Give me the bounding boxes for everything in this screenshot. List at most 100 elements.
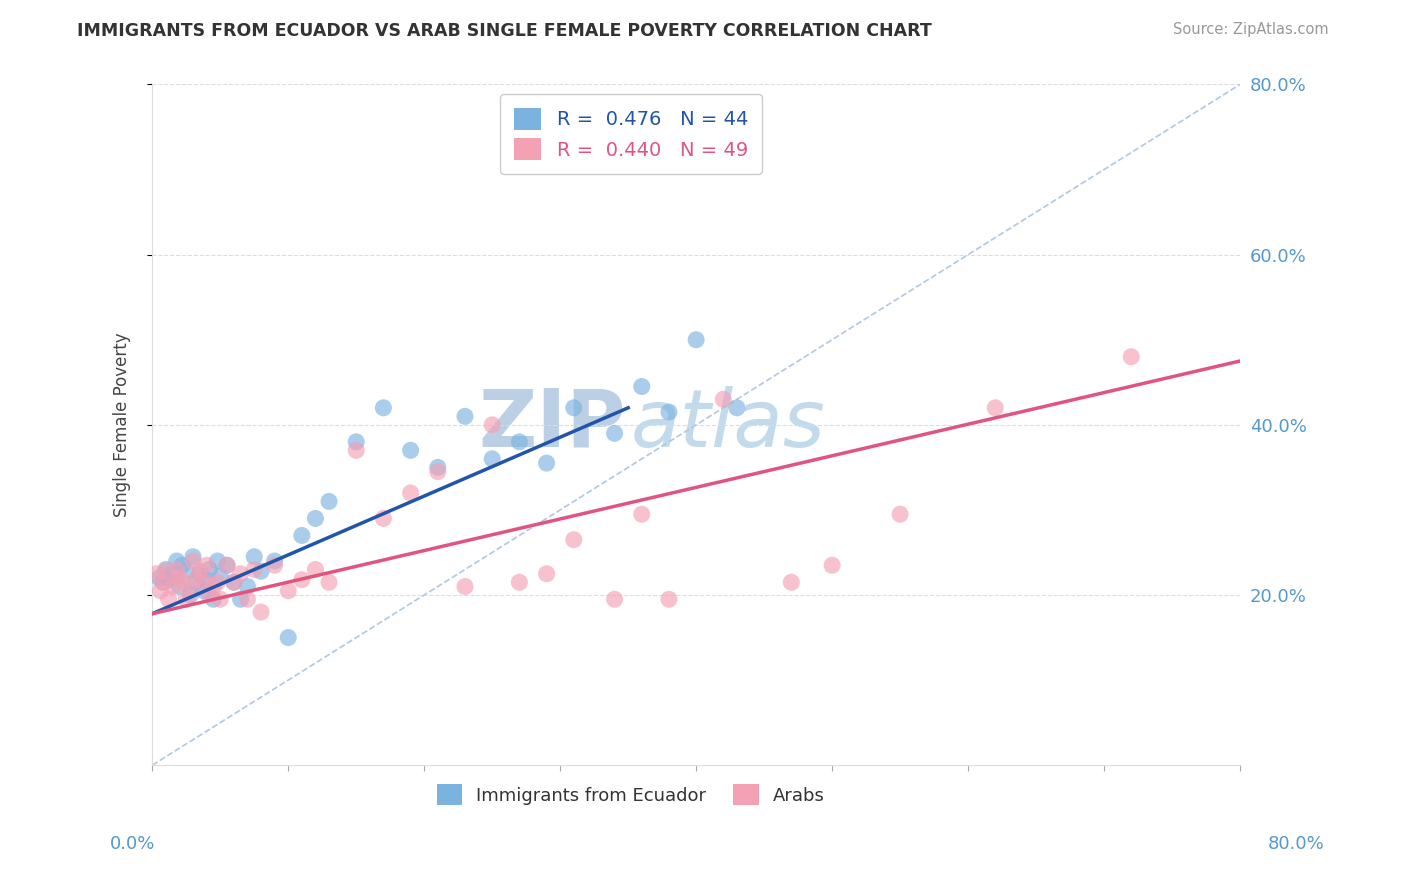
Point [426, 465, 449, 479]
Point [481, 417, 503, 432]
Point [149, 583, 172, 598]
Point [318, 575, 340, 590]
Point [184, 573, 207, 587]
Point [291, 573, 314, 587]
Point [481, 451, 503, 466]
Point [277, 583, 299, 598]
Point [145, 566, 167, 581]
Point [222, 575, 245, 590]
Point [318, 494, 340, 508]
Point [508, 575, 530, 590]
Point [536, 566, 558, 581]
Point [562, 533, 585, 547]
Point [195, 573, 218, 587]
Point [179, 588, 201, 602]
Point [603, 592, 626, 607]
Point [155, 564, 177, 578]
Point [291, 528, 314, 542]
Point [344, 443, 367, 458]
Point [166, 554, 188, 568]
Point [250, 564, 273, 578]
Point [172, 558, 194, 573]
Point [984, 401, 1007, 415]
Point [229, 566, 252, 581]
Point [157, 592, 180, 607]
Legend: Immigrants from Ecuador, Arabs: Immigrants from Ecuador, Arabs [427, 775, 834, 814]
Point [658, 592, 681, 607]
Point [399, 443, 422, 458]
Point [536, 456, 558, 470]
Point [304, 562, 326, 576]
Point [198, 588, 221, 602]
Point [344, 434, 367, 449]
Point [169, 580, 191, 594]
Point [184, 575, 207, 590]
Point [229, 592, 252, 607]
Point [889, 507, 911, 521]
Point [162, 566, 184, 581]
Text: ZIP: ZIP [478, 386, 626, 464]
Point [630, 507, 652, 521]
Point [508, 434, 530, 449]
Point [209, 569, 232, 583]
Point [562, 401, 585, 415]
Point [250, 605, 273, 619]
Point [711, 392, 734, 407]
Point [263, 558, 285, 573]
Point [174, 592, 197, 607]
Point [179, 583, 201, 598]
Point [236, 592, 259, 607]
Point [277, 631, 299, 645]
Point [725, 401, 748, 415]
Point [1121, 350, 1143, 364]
Point [198, 562, 221, 576]
Point [454, 580, 477, 594]
Text: Source: ZipAtlas.com: Source: ZipAtlas.com [1173, 22, 1329, 37]
Point [243, 549, 266, 564]
Point [215, 558, 238, 573]
Point [202, 592, 225, 607]
Point [193, 583, 215, 598]
Point [399, 486, 422, 500]
Point [780, 575, 803, 590]
Point [181, 549, 204, 564]
Point [304, 511, 326, 525]
Point [188, 564, 211, 578]
Point [373, 511, 395, 525]
Point [222, 575, 245, 590]
Point [603, 426, 626, 441]
Point [821, 558, 844, 573]
Point [188, 566, 211, 581]
Point [209, 592, 232, 607]
Text: atlas: atlas [631, 386, 825, 464]
Point [658, 405, 681, 419]
Point [373, 401, 395, 415]
Text: 0.0%: 0.0% [110, 835, 155, 853]
Point [152, 575, 174, 590]
Point [207, 554, 229, 568]
Point [155, 562, 177, 576]
Text: 80.0%: 80.0% [1268, 835, 1324, 853]
Point [630, 379, 652, 393]
Point [454, 409, 477, 424]
Point [172, 575, 194, 590]
Point [193, 575, 215, 590]
Point [157, 573, 180, 587]
Point [236, 580, 259, 594]
Point [174, 564, 197, 578]
Point [215, 558, 238, 573]
Point [685, 333, 707, 347]
Point [426, 460, 449, 475]
Point [195, 558, 218, 573]
Text: IMMIGRANTS FROM ECUADOR VS ARAB SINGLE FEMALE POVERTY CORRELATION CHART: IMMIGRANTS FROM ECUADOR VS ARAB SINGLE F… [77, 22, 932, 40]
Point [243, 562, 266, 576]
Point [263, 554, 285, 568]
Point [207, 575, 229, 590]
Point [148, 571, 170, 585]
Point [166, 562, 188, 576]
Point [181, 554, 204, 568]
Point [202, 580, 225, 594]
Point [162, 580, 184, 594]
Y-axis label: Single Female Poverty: Single Female Poverty [114, 333, 131, 517]
Point [169, 571, 191, 585]
